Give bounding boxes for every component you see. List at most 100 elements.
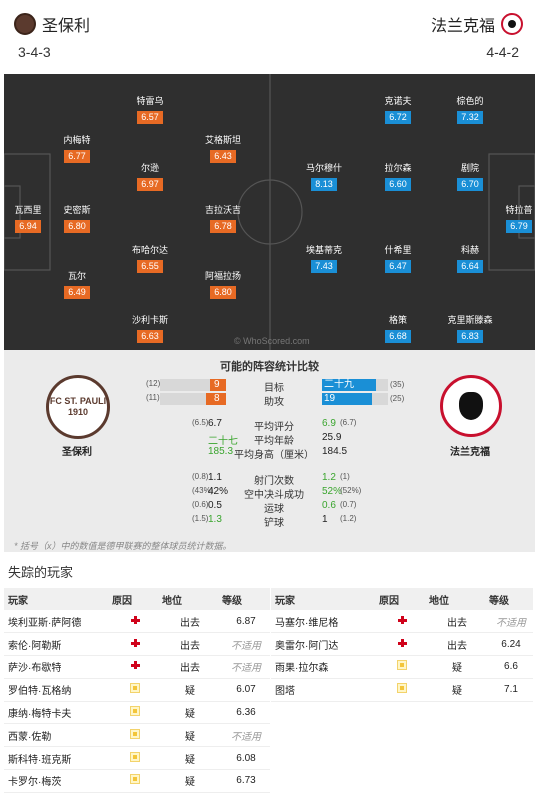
stat-away-paren: (1.2): [340, 514, 357, 523]
player-away-11[interactable]: 埃基蒂克 7.43: [305, 245, 342, 273]
missing-status: 疑: [158, 746, 218, 771]
assists-label: 助攻: [264, 397, 284, 408]
missing-status: 疑: [158, 769, 218, 793]
home-missing-row[interactable]: 萨沙·布歇特 出去 不适用: [4, 655, 270, 679]
col-reason: 原因: [108, 588, 158, 610]
home-missing-row[interactable]: 斯科特·班克斯 疑 6.08: [4, 746, 270, 771]
stat-home-paren: (6.5): [192, 418, 209, 427]
missing-rating: 6.07: [218, 678, 270, 702]
missing-player-name[interactable]: 索伦·阿勒斯: [4, 632, 108, 657]
missing-reason: [108, 678, 158, 702]
player-away-10[interactable]: 马尔穆什 8.13: [305, 163, 342, 191]
home-team-link[interactable]: 圣保利: [14, 12, 96, 36]
player-home-1[interactable]: 瓦西里 6.94: [14, 205, 42, 233]
stat-away-value: 184.5: [322, 446, 348, 457]
missing-players-title: 失踪的玩家: [8, 565, 74, 580]
home-missing-row[interactable]: 埃利亚斯·萨阿德 出去 6.87: [4, 610, 270, 634]
missing-reason: [108, 723, 158, 748]
player-away-6[interactable]: 克诺夫 6.72: [384, 96, 412, 124]
player-home-3[interactable]: 史密斯 6.80: [63, 205, 91, 233]
player-home-11[interactable]: 阿福拉扬 6.80: [204, 271, 241, 299]
home-missing-row[interactable]: 卡罗尔·梅茨 疑 6.73: [4, 769, 270, 793]
home-missing-row[interactable]: 罗伯特·瓦格纳 疑 6.07: [4, 678, 270, 702]
col-rating: 等级: [485, 588, 533, 610]
stat-home-value: 1.1: [208, 472, 222, 483]
home-missing-row[interactable]: 康纳·梅特卡夫 疑 6.36: [4, 701, 270, 725]
missing-reason: [108, 701, 158, 725]
injury-icon: [130, 615, 140, 625]
player-away-1[interactable]: 特拉普 6.79: [505, 205, 533, 233]
player-away-8[interactable]: 什希里 6.47: [384, 245, 412, 273]
missing-status: 疑: [158, 723, 218, 748]
player-home-4[interactable]: 瓦尔 6.49: [47, 270, 107, 300]
away-team-link[interactable]: 法兰克福: [425, 12, 523, 36]
doubt-icon: [130, 751, 140, 762]
missing-status: 出去: [158, 610, 218, 634]
stat-label: 铲球: [264, 518, 284, 529]
col-player: 玩家: [271, 588, 375, 610]
stat-home-value: 6.7: [208, 418, 222, 429]
player-away-5[interactable]: 克里斯滕森 6.83: [447, 315, 493, 343]
missing-player-name[interactable]: 卡罗尔·梅茨: [4, 769, 108, 793]
missing-rating: 不适用: [218, 723, 270, 748]
watermark: © WhoScored.com: [234, 336, 310, 346]
col-rating: 等级: [218, 588, 270, 610]
missing-player-name[interactable]: 斯科特·班克斯: [4, 746, 108, 771]
goals-label: 目标: [264, 383, 284, 394]
missing-reason: [108, 610, 158, 634]
stat-label: 平均年龄: [254, 436, 294, 447]
missing-player-name[interactable]: 西蒙·佐勒: [4, 723, 108, 748]
player-away-4[interactable]: 科赫 6.64: [440, 244, 500, 274]
away-missing-row[interactable]: 雨果·拉尔森 疑 6.6: [271, 655, 533, 679]
missing-player-name[interactable]: 埃利亚斯·萨阿德: [4, 610, 108, 634]
player-home-6[interactable]: 尔逊 6.97: [120, 162, 180, 192]
stat-home-paren: (0.6): [192, 500, 209, 509]
stat-away-value: 1: [322, 514, 328, 525]
missing-player-name[interactable]: 萨沙·布歇特: [4, 655, 108, 679]
missing-player-name[interactable]: 图塔: [271, 678, 375, 702]
away-missing-row[interactable]: 马塞尔·维尼格 出去 不适用: [271, 610, 533, 634]
col-player: 玩家: [4, 588, 108, 610]
missing-status: 疑: [158, 678, 218, 702]
stat-label: 空中决斗成功: [244, 490, 304, 501]
missing-player-name[interactable]: 康纳·梅特卡夫: [4, 701, 108, 725]
doubt-icon: [130, 728, 140, 739]
missing-player-name[interactable]: 雨果·拉尔森: [271, 655, 375, 679]
home-missing-row[interactable]: 索伦·阿勒斯 出去 不适用: [4, 632, 270, 657]
home-missing-table: 玩家 原因 地位 等级 埃利亚斯·萨阿德 出去 6.87 索伦·阿勒斯 出去 不适用 萨沙·…: [4, 588, 270, 793]
away-missing-row[interactable]: 奥雷尔·阿门达 出去 6.24: [271, 632, 533, 657]
away-missing-row[interactable]: 图塔 疑 7.1: [271, 678, 533, 702]
stat-home-value: 42%: [208, 486, 229, 497]
stat-home-paren: (1.5): [192, 514, 209, 523]
missing-reason: [375, 610, 425, 634]
missing-player-name[interactable]: 奥雷尔·阿门达: [271, 632, 375, 657]
player-away-7[interactable]: 拉尔森 6.60: [384, 163, 412, 191]
missing-player-name[interactable]: 罗伯特·瓦格纳: [4, 678, 108, 702]
footnote: * 括号（x）中的数值是德甲联赛的整体球员统计数据。: [14, 541, 232, 551]
home-missing-row[interactable]: 西蒙·佐勒 疑不适用: [4, 723, 270, 748]
missing-status: 出去: [158, 655, 218, 679]
away-formation: 4-4-2: [486, 44, 519, 60]
player-home-10[interactable]: 吉拉沃吉 6.78: [204, 205, 241, 233]
missing-rating: 不适用: [485, 610, 533, 634]
lineup-comparison: 可能的阵容统计比较 FC ST. PAULI 1910 圣保利 法兰克福 (12…: [4, 350, 535, 552]
missing-status: 出去: [425, 632, 485, 657]
player-away-9[interactable]: 格策 6.68: [368, 314, 428, 344]
injury-icon: [130, 660, 140, 670]
home-assists-value: 8: [214, 393, 220, 404]
player-home-9[interactable]: 艾格斯坦 6.43: [204, 135, 241, 163]
player-away-2[interactable]: 棕色的 7.32: [456, 96, 484, 124]
home-team-label: 圣保利: [62, 447, 92, 458]
doubt-icon: [130, 706, 140, 717]
stat-label: 射门次数: [254, 476, 294, 487]
col-reason: 原因: [375, 588, 425, 610]
player-home-5[interactable]: 特雷乌 6.57: [136, 96, 164, 124]
missing-reason: [108, 746, 158, 771]
player-home-2[interactable]: 内梅特 6.77: [63, 135, 91, 163]
missing-player-name[interactable]: 马塞尔·维尼格: [271, 610, 375, 634]
player-home-8[interactable]: 沙利卡斯 6.63: [131, 315, 168, 343]
player-home-7[interactable]: 布哈尔达 6.55: [131, 245, 168, 273]
injury-icon: [397, 615, 407, 625]
away-assists-value: 19: [324, 393, 336, 404]
player-away-3[interactable]: 剧院 6.70: [440, 162, 500, 192]
